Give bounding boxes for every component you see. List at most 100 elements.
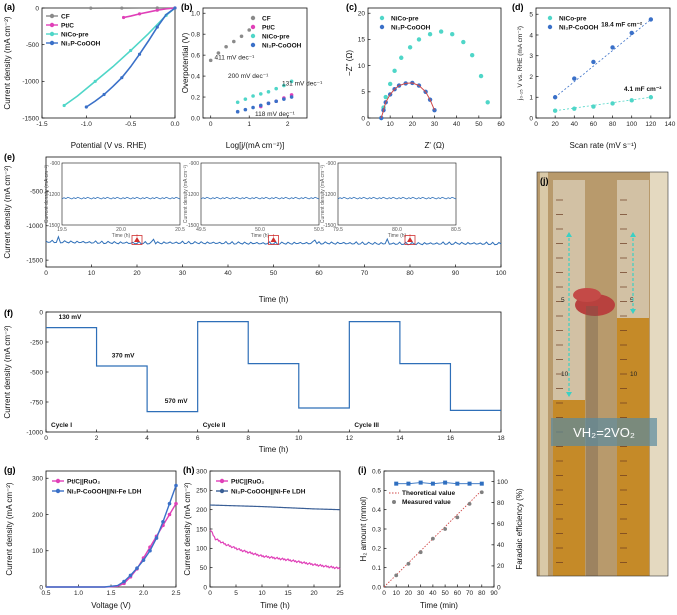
y-tick-label: 0.8 bbox=[191, 31, 200, 38]
x-tick-label: 50 bbox=[441, 590, 449, 597]
data-point bbox=[485, 100, 490, 105]
inset-x-tick-label: 50.0 bbox=[255, 227, 265, 233]
data-point bbox=[239, 34, 244, 39]
fit-line bbox=[380, 82, 435, 119]
y-tick-label: 1.0 bbox=[191, 11, 200, 18]
y-tick-label: 40 bbox=[497, 542, 505, 549]
x-axis-label: Time (min) bbox=[420, 601, 458, 610]
inset-line bbox=[61, 196, 181, 200]
measured-point bbox=[467, 501, 472, 506]
inset-y-tick-label: -1200 bbox=[323, 192, 336, 198]
data-point bbox=[478, 73, 484, 79]
series-line bbox=[209, 504, 341, 511]
legend-marker bbox=[250, 33, 256, 39]
inset-x-tick-label: 80.5 bbox=[451, 227, 461, 233]
y-tick-label: 5 bbox=[529, 12, 533, 19]
data-point bbox=[407, 45, 413, 50]
x-tick-label: 80 bbox=[406, 270, 414, 277]
slope-annotation: 200 mV dec⁻¹ bbox=[228, 73, 269, 80]
y-axis-label: −Z'' (Ω) bbox=[345, 50, 354, 76]
x-tick-label: 0 bbox=[209, 121, 213, 128]
legend-entry: Ni₂P-CoOOH bbox=[559, 24, 599, 31]
legend-entry: Pt/C||RuO₂ bbox=[67, 478, 100, 485]
data-point bbox=[416, 37, 422, 42]
inset-y-tick-label: -900 bbox=[189, 161, 199, 167]
volume-arrow-head bbox=[630, 309, 636, 314]
potential-annotation: 130 mV bbox=[59, 314, 82, 321]
data-point bbox=[155, 25, 159, 29]
data-point bbox=[208, 58, 213, 63]
data-point bbox=[289, 95, 294, 99]
inset-frame bbox=[61, 162, 181, 226]
data-point bbox=[648, 17, 654, 22]
inset-x-tick-label: 80.0 bbox=[392, 227, 402, 233]
x-tick-label: 10 bbox=[88, 270, 96, 277]
y-tick-label: 100 bbox=[196, 546, 207, 553]
y-tick-label: 300 bbox=[196, 468, 207, 475]
measured-point bbox=[455, 515, 460, 520]
data-point bbox=[399, 55, 404, 60]
fe-point bbox=[467, 481, 472, 486]
data-point bbox=[266, 101, 271, 106]
data-point bbox=[258, 103, 263, 108]
y-tick-label: 0.5 bbox=[372, 488, 381, 495]
inset-x-tick-label: 20.5 bbox=[175, 227, 185, 233]
x-tick-label: 0 bbox=[44, 435, 48, 442]
legend-marker bbox=[55, 488, 61, 494]
data-point bbox=[243, 107, 248, 112]
y-tick-label: 0.6 bbox=[191, 52, 200, 59]
data-point bbox=[137, 12, 142, 16]
x-tick-label: 60 bbox=[590, 121, 598, 128]
x-tick-label: 90 bbox=[452, 270, 460, 277]
photo-frame bbox=[536, 171, 669, 577]
panel-c-tag: (c) bbox=[346, 2, 357, 12]
y-tick-label: 60 bbox=[497, 521, 505, 528]
inset-1: 19.5 20.0 20.5 -900 -1200 -1500 Time (h) Curren… bbox=[44, 161, 185, 239]
caption-box bbox=[551, 418, 657, 446]
data-point bbox=[461, 39, 466, 45]
y-tick-label: -1500 bbox=[26, 257, 43, 264]
inset-x-label: Time (h) bbox=[251, 233, 270, 239]
legend-entry: Ni₂P-CoOOH||Ni-Fe LDH bbox=[231, 488, 306, 495]
legend-entry: NiCo-pre bbox=[559, 15, 587, 22]
y-tick-label: -750 bbox=[30, 399, 43, 406]
x-axis-label: Time (h) bbox=[259, 295, 289, 304]
scale-number-right: 5 bbox=[630, 297, 634, 304]
legend-marker bbox=[547, 24, 553, 30]
legend-marker bbox=[49, 40, 55, 46]
inset-line bbox=[200, 196, 320, 200]
data-point bbox=[251, 105, 255, 110]
legend-entry: Pt/C||RuO₂ bbox=[231, 478, 264, 485]
data-point bbox=[155, 8, 159, 12]
x-tick-label: 40 bbox=[453, 121, 461, 128]
x-tick-label: -1.0 bbox=[81, 121, 93, 128]
data-point bbox=[121, 15, 126, 20]
data-point bbox=[387, 81, 393, 87]
data-point bbox=[135, 566, 139, 570]
data-point bbox=[155, 6, 159, 10]
inset-x-tick-label: 19.5 bbox=[57, 227, 67, 233]
data-point bbox=[274, 99, 278, 104]
y-tick-label: 0.0 bbox=[372, 584, 381, 591]
data-point bbox=[102, 92, 106, 97]
y-tick-label: 200 bbox=[196, 507, 207, 514]
data-point bbox=[282, 97, 286, 101]
capacitance-annotation: 4.1 mF cm⁻² bbox=[624, 86, 662, 93]
y-tick-label: 3 bbox=[529, 53, 533, 60]
y-tick-label: 4 bbox=[529, 32, 533, 39]
fit-line bbox=[554, 19, 652, 98]
data-point bbox=[174, 501, 178, 506]
y-tick-label: -500 bbox=[30, 189, 43, 196]
panel-i: (i) 0 10 20 30 40 50 60 70 80 90 0.0 0.1 0.2 0.3 0.4 0.5… bbox=[358, 465, 524, 610]
y-tick-label: 0 bbox=[529, 115, 533, 122]
inset-2: 49.5 50.0 50.5 -900 -1200 -1500 Time (h) Curren… bbox=[183, 161, 324, 239]
data-point bbox=[591, 59, 596, 65]
data-point bbox=[251, 94, 255, 98]
legend-entry: Ni₂P-CoOOH bbox=[262, 42, 302, 49]
y-tick-label: -1000 bbox=[22, 79, 39, 86]
data-point bbox=[224, 44, 228, 49]
fe-point bbox=[443, 480, 448, 485]
y-axis-label: Current density (mA cm⁻²) bbox=[5, 482, 14, 575]
inset-y-tick-label: -900 bbox=[326, 161, 336, 167]
inset-y-tick-label: -900 bbox=[50, 161, 60, 167]
